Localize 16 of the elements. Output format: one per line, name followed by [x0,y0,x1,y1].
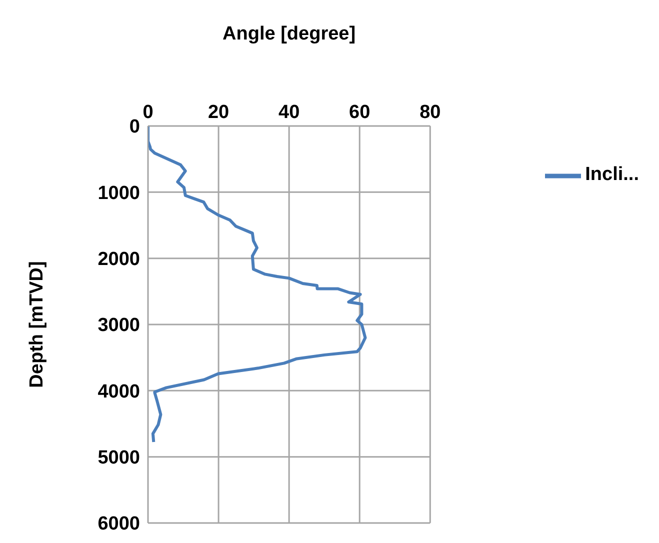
x-tick-label: 20 [208,102,230,123]
x-axis-title: Angle [degree] [222,23,356,44]
x-tick-label: 0 [142,102,154,123]
y-tick-label: 0 [129,116,140,138]
x-tick-label: 60 [349,102,370,123]
y-tick-label: 6000 [98,514,140,535]
x-tick-label: 40 [278,102,300,123]
x-tick-label: 80 [420,102,441,123]
legend-label: Incli... [585,164,639,186]
y-tick-label: 4000 [98,381,140,402]
y-tick-label: 5000 [98,448,140,469]
y-axis-title: Depth [mTVD] [26,261,48,388]
line-series [148,126,367,444]
y-tick-label: 1000 [98,182,140,204]
y-tick-label: 3000 [98,315,140,336]
y-tick-label: 2000 [98,249,140,270]
